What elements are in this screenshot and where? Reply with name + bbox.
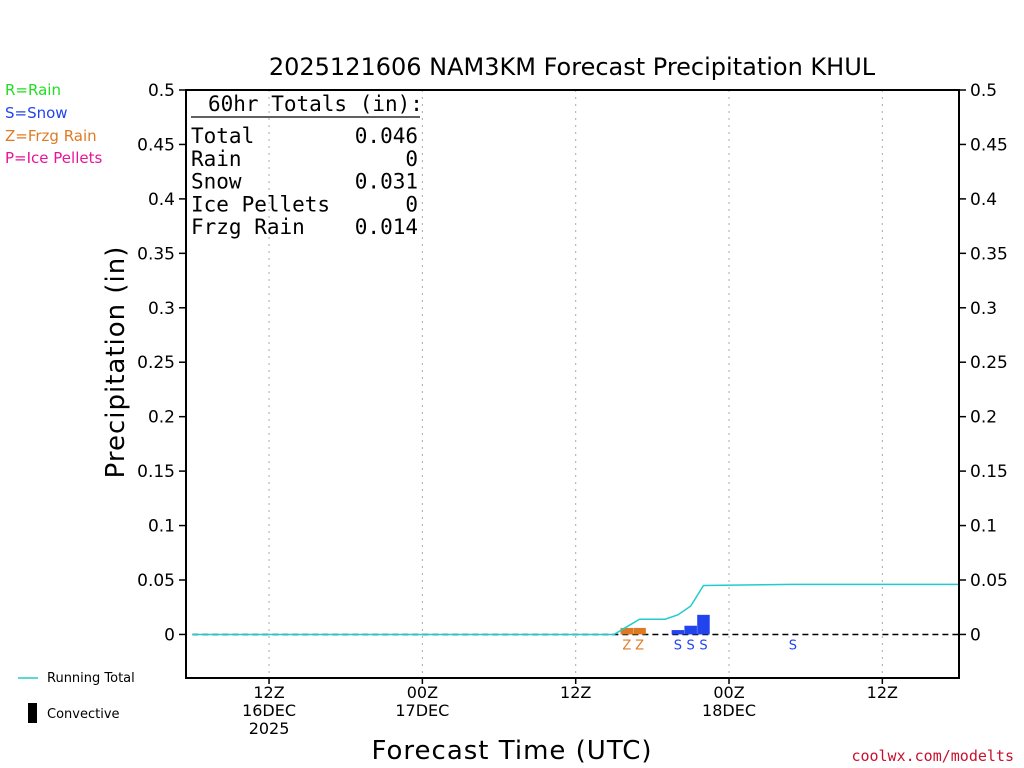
y-tick-label-left-3: 0.35 <box>137 244 175 264</box>
y-tick-label-right-9: 0.05 <box>970 571 1008 591</box>
y-tick-label-right-1: 0.45 <box>970 135 1008 155</box>
totals-box: 60hr Totals (in): Total 0.046 Rain 0 Snow 0.0… <box>191 92 423 239</box>
convective-legend-swatch <box>28 703 37 723</box>
type-marker-4: S <box>699 638 707 653</box>
y-tick-label-left-2: 0.4 <box>148 190 175 210</box>
bar-s-1 <box>684 625 697 635</box>
totals-label-0: Total <box>191 124 254 148</box>
y-tick-label-left-0: 0.5 <box>148 81 175 101</box>
y-tick-label-left-1: 0.45 <box>137 135 175 155</box>
y-tick-label-right-8: 0.1 <box>970 517 997 537</box>
x-tick-label-3-2: 18DEC <box>702 701 756 720</box>
type-marker-3: S <box>687 638 695 653</box>
legend-rain: R=Rain <box>5 81 61 99</box>
x-tick-label-0-2: 16DEC <box>242 701 296 720</box>
vertical-gridlines <box>268 90 883 678</box>
x-tick-label-0-1: 12Z <box>253 683 284 702</box>
bar-s-2 <box>697 614 710 635</box>
chart-title: 2025121606 NAM3KM Forecast Precipitation… <box>269 53 876 81</box>
totals-header: 60hr Totals (in): <box>208 92 423 116</box>
x-tick-label-2-1: 12Z <box>560 683 591 702</box>
type-marker-0: Z <box>622 638 631 653</box>
y-axis-label: Precipitation (in) <box>101 246 131 479</box>
totals-label-2: Snow <box>191 170 242 194</box>
x-tick-label-1-1: 00Z <box>407 683 438 702</box>
totals-label-3: Ice Pellets <box>191 192 330 216</box>
totals-value-1: 0 <box>405 147 418 171</box>
bar-s-0 <box>671 630 685 635</box>
totals-value-3: 0 <box>405 192 418 216</box>
y-tick-label-left-8: 0.1 <box>148 517 175 537</box>
x-tick-label-3-1: 00Z <box>713 683 744 702</box>
x-tick-label-0-3: 2025 <box>249 719 290 738</box>
y-tick-label-right-0: 0.5 <box>970 81 997 101</box>
y-axis-left-ticks: 0.5 0.45 0.4 0.35 0.3 0.25 0.2 0.15 0.1 0.05 0 <box>137 81 186 645</box>
legend-ice-pellets: P=Ice Pellets <box>5 149 102 167</box>
running-total-line <box>192 583 959 636</box>
y-tick-label-right-7: 0.15 <box>970 462 1008 482</box>
y-tick-label-left-10: 0 <box>164 625 175 645</box>
y-tick-label-right-2: 0.4 <box>970 190 997 210</box>
credit-link[interactable]: coolwx.com/modelts <box>851 747 1014 765</box>
y-tick-label-left-6: 0.2 <box>148 408 175 428</box>
bar-z-1 <box>633 627 646 635</box>
y-tick-label-right-3: 0.35 <box>970 244 1008 264</box>
y-axis-right-ticks: 0.5 0.45 0.4 0.35 0.3 0.25 0.2 0.15 0.1 0.05 0 <box>959 81 1008 645</box>
type-marker-2: S <box>674 638 682 653</box>
legend-snow: S=Snow <box>5 104 68 122</box>
y-tick-label-right-4: 0.3 <box>970 299 997 319</box>
plot-frame <box>185 89 960 679</box>
y-tick-label-left-9: 0.05 <box>137 571 175 591</box>
totals-value-4: 0.014 <box>355 215 418 239</box>
series-legend: Running Total Convective <box>18 671 135 723</box>
totals-label-4: Frzg Rain <box>191 215 305 239</box>
precip-type-legend: R=Rain S=Snow Z=Frzg Rain P=Ice Pellets <box>5 81 102 167</box>
totals-label-1: Rain <box>191 147 242 171</box>
y-tick-label-left-7: 0.15 <box>137 462 175 482</box>
convective-legend-label: Convective <box>47 707 120 722</box>
x-tick-label-1-2: 17DEC <box>395 701 449 720</box>
bar-z-0 <box>620 627 634 635</box>
x-axis-label: Forecast Time (UTC) <box>371 736 652 766</box>
running-total-legend-label: Running Total <box>47 671 135 686</box>
y-tick-label-left-4: 0.3 <box>148 299 175 319</box>
legend-frzg-rain: Z=Frzg Rain <box>5 127 97 145</box>
x-tick-label-4-1: 12Z <box>867 683 898 702</box>
totals-value-2: 0.031 <box>355 170 418 194</box>
y-tick-label-right-6: 0.2 <box>970 408 997 428</box>
precip-bars <box>620 614 710 635</box>
y-tick-label-left-5: 0.25 <box>137 353 175 373</box>
type-marker-1: Z <box>635 638 644 653</box>
y-tick-label-right-5: 0.25 <box>970 353 1008 373</box>
type-marker-5: S <box>789 638 797 653</box>
totals-value-0: 0.046 <box>355 124 418 148</box>
y-tick-label-right-10: 0 <box>970 625 981 645</box>
